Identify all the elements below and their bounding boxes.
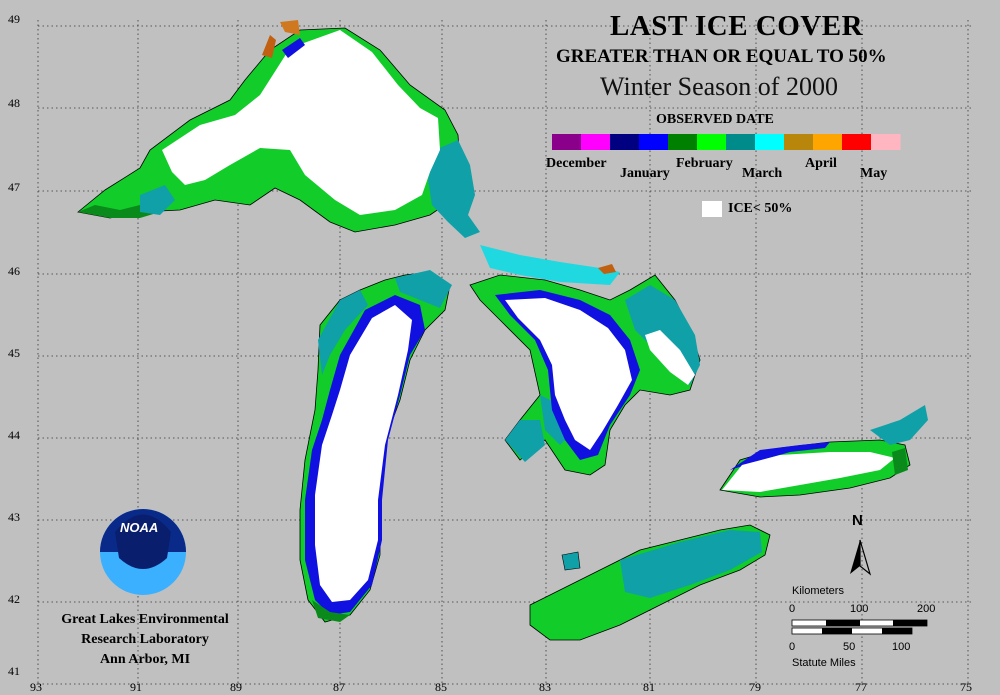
ontario-feb-dark [892,448,908,475]
ramp-segment [813,134,843,150]
lon-tick: 93 [30,680,42,694]
lake-huron [469,245,701,476]
lake-michigan [299,270,452,623]
lake-erie [529,524,771,641]
lon-tick: 91 [130,680,142,694]
observed-date-color-ramp [552,134,901,150]
ice-below-50-label: ICE< 50% [728,201,793,216]
legend-month-march: March [742,166,783,181]
michigan-ice [315,305,412,602]
lon-tick: 77 [855,680,867,694]
georgian-ice [645,330,695,385]
lat-tick: 47 [8,180,20,194]
scale-mi-tick: 0 [789,641,796,653]
ramp-segment [726,134,756,150]
legend-month-february: February [676,156,733,171]
lab-line-3: Ann Arbor, MI [99,652,191,667]
superior-march-east [428,140,480,238]
lat-tick: 46 [8,264,20,278]
lat-tick: 41 [8,664,20,678]
ice-below-50-swatch [702,201,722,217]
michigan-feb-dark-south [312,600,350,622]
lon-tick: 83 [539,680,551,694]
ontario-jan [730,442,830,470]
lat-tick: 44 [8,428,20,442]
lab-name: Great Lakes Environmental Research Labor… [30,610,260,670]
lon-tick: 85 [435,680,447,694]
scale-mi-tick: 100 [892,641,911,653]
lon-tick: 81 [643,680,655,694]
erie-march [620,530,762,598]
season-label: Winter Season of 2000 [600,72,838,101]
ramp-segment [755,134,785,150]
huron-ice [505,298,632,450]
lat-tick: 42 [8,592,20,606]
ramp-segment [784,134,814,150]
lat-tick: 48 [8,96,20,110]
scale-km-tick: 100 [850,603,869,615]
scale-km-tick: 200 [917,603,936,615]
lab-line-2: Research Laboratory [81,632,209,647]
north-label: N [852,512,863,529]
superior-april2 [280,20,300,35]
noaa-logo-text: NOAA [120,520,159,535]
superior-ice [162,30,440,215]
superior-march-west [140,185,175,215]
lat-tick: 43 [8,510,20,524]
michigan-march-green-bay [318,290,368,375]
lab-line-1: Great Lakes Environmental [61,612,229,627]
huron-april-north [598,264,616,274]
ramp-segment [639,134,669,150]
michigan-march-north [395,270,452,308]
scale-mi-label: Statute Miles [792,657,856,669]
huron-march-north [480,245,620,285]
huron-march-saginaw [505,420,545,462]
scale-km-tick: 0 [789,603,796,615]
map-title: LAST ICE COVER [610,10,864,42]
lon-tick: 87 [333,680,345,694]
lon-tick: 75 [960,680,972,694]
scale-bar [791,619,928,635]
ontario-ice [722,452,895,492]
legend-month-april: April [805,156,837,171]
ramp-segment [552,134,582,150]
ramp-segment [668,134,698,150]
ramp-segment [610,134,640,150]
lat-tick: 49 [8,12,20,26]
lat-tick: 45 [8,346,20,360]
lon-tick: 79 [749,680,761,694]
lake-st-clair [561,551,581,571]
superior-jan-north [282,38,305,58]
superior-feb-dark [78,205,160,218]
lake-ontario [719,405,928,498]
lake-superior [77,20,480,238]
north-arrow-icon [850,539,872,576]
scale-km-label: Kilometers [792,585,844,597]
ramp-segment [871,134,901,150]
ramp-segment [697,134,727,150]
map-subtitle: GREATER THAN OR EQUAL TO 50% [556,46,887,67]
noaa-logo [100,509,186,595]
scale-mi-tick: 50 [843,641,856,653]
ramp-segment [581,134,611,150]
legend-month-january: January [620,166,670,181]
ramp-segment [842,134,872,150]
legend-month-may: May [860,166,888,181]
lon-tick: 89 [230,680,242,694]
ontario-march-east [870,405,928,445]
legend-month-december: December [546,156,607,171]
superior-april [262,35,276,58]
legend-heading: OBSERVED DATE [656,112,774,127]
